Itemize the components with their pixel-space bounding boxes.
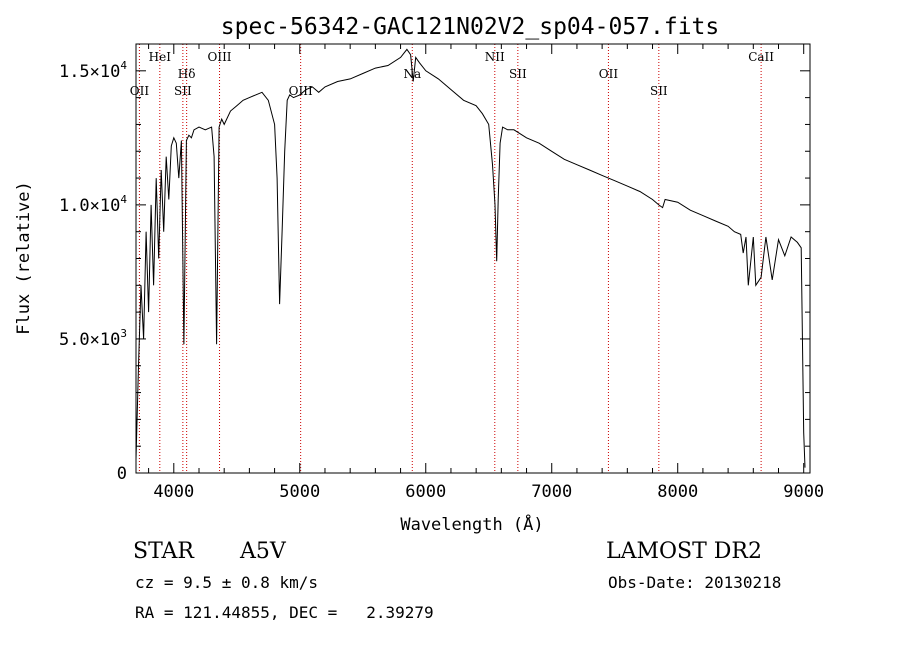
y-axis-label: Flux (relative) (14, 181, 34, 335)
x-tick-label-3: 7000 (531, 482, 572, 502)
object-class: STAR (133, 539, 194, 564)
y-tick-label-0: 0 (117, 464, 127, 484)
marker-label-11: CaII (748, 50, 774, 64)
marker-label-5: OIII (289, 84, 313, 98)
marker-label-2: SII (174, 84, 192, 98)
plot-frame (135, 43, 811, 474)
y-axis-ticks: 0 5.0×103 1.0×104 1.5×104 (59, 59, 810, 484)
x-axis-ticks: 4000 5000 6000 7000 8000 9000 (148, 44, 824, 502)
x-tick-label-5: 9000 (783, 482, 824, 502)
spectrum-line (135, 48, 806, 468)
x-tick-label-1: 5000 (279, 482, 320, 502)
x-tick-label-2: 6000 (405, 482, 446, 502)
marker-label-10: SII (650, 84, 668, 98)
x-axis-label: Wavelength (Å) (400, 513, 543, 535)
x-tick-label-0: 4000 (153, 482, 194, 502)
y-tick-exponent-1: 3 (120, 327, 127, 340)
survey-name: LAMOST DR2 (606, 539, 762, 564)
marker-label-7: NII (485, 50, 505, 64)
marker-label-3: Hδ (178, 67, 196, 81)
y-tick-label-3: 1.5×104 (59, 59, 127, 82)
coordinates-text: RA = 121.44855, DEC = 2.39279 (135, 603, 434, 622)
x-tick-label-4: 8000 (657, 482, 698, 502)
observation-date: Obs-Date: 20130218 (608, 573, 782, 592)
marker-label-0: OII (130, 84, 150, 98)
chart-title: spec-56342-GAC121N02V2_sp04-057.fits (221, 14, 720, 40)
spectral-line-markers (138, 44, 762, 473)
y-tick-exponent-3: 4 (120, 59, 127, 72)
marker-label-4: OIII (207, 50, 231, 64)
marker-label-9: OII (599, 67, 619, 81)
y-tick-label-1: 5.0×103 (59, 327, 127, 350)
y-tick-label-2: 1.0×104 (59, 193, 127, 216)
y-tick-exponent-2: 4 (120, 193, 127, 206)
marker-label-8: SII (509, 67, 527, 81)
redshift-text: cz = 9.5 ± 0.8 km/s (135, 573, 319, 592)
object-subclass: A5V (240, 539, 286, 564)
marker-label-1: HeI (149, 50, 172, 64)
